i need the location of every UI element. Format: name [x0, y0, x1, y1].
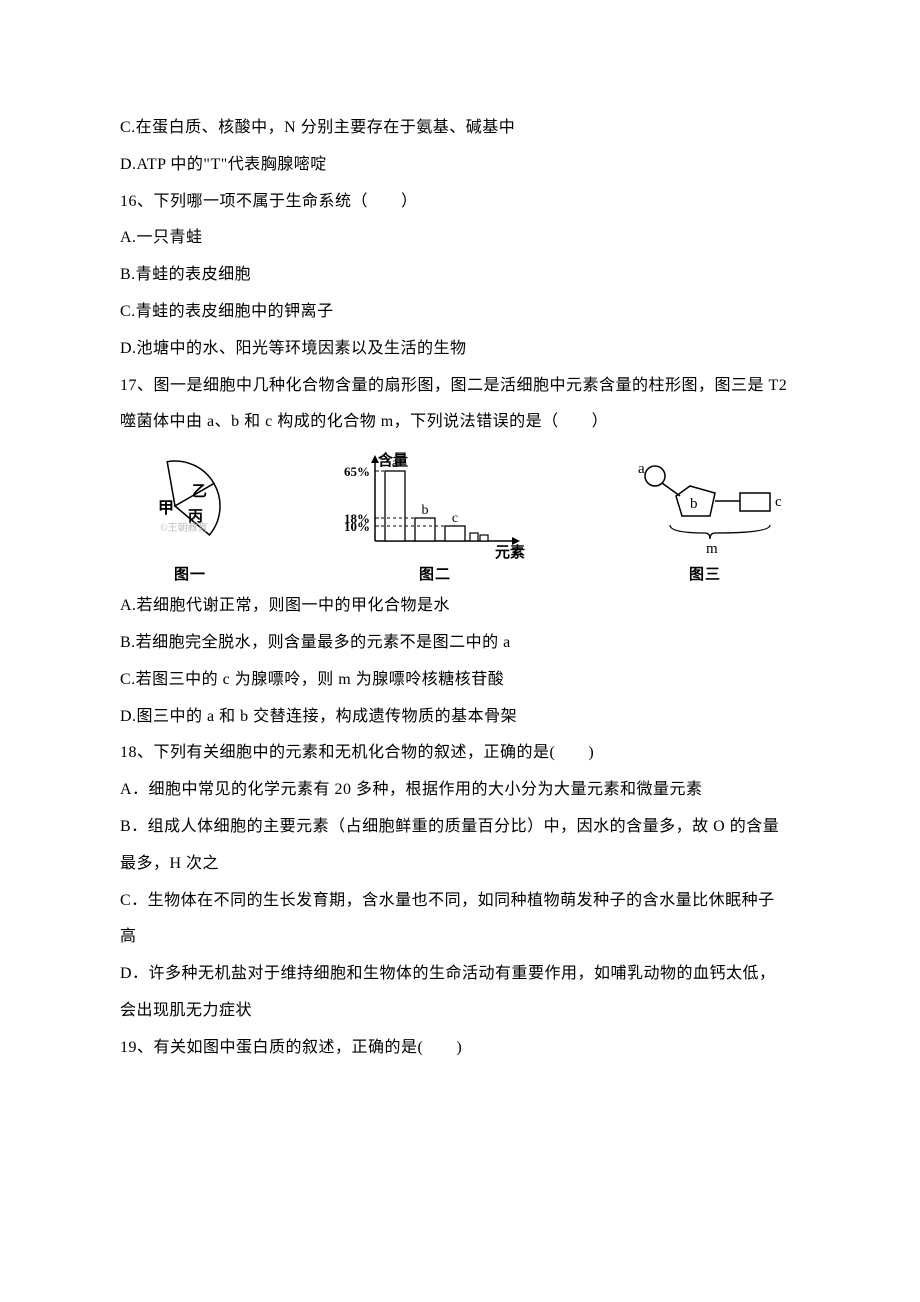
- svg-text:甲: 甲: [158, 499, 174, 517]
- q16-option-c: C.青蛙的表皮细胞中的钾离子: [120, 294, 800, 331]
- figure-3: a b c m 图三: [610, 451, 800, 584]
- svg-text:m: m: [706, 541, 718, 557]
- figure-3-caption: 图三: [689, 563, 721, 584]
- svg-text:c: c: [775, 494, 782, 510]
- q18-option-d-line1: D．许多种无机盐对于维持细胞和生物体的生命活动有重要作用，如哺乳动物的血钙太低，: [120, 956, 800, 993]
- q18-option-d-line2: 会出现肌无力症状: [120, 993, 800, 1030]
- svg-text:©王朝教育: ©王朝教育: [160, 521, 208, 534]
- q17-option-d: D.图三中的 a 和 b 交替连接，构成遗传物质的基本骨架: [120, 699, 800, 736]
- q17-option-b: B.若细胞完全脱水，则含量最多的元素不是图二中的 a: [120, 625, 800, 662]
- figures-row: 甲乙丙©王朝教育 图一 含量元素65%18%10%abc 图二 abcm 图三: [120, 451, 800, 584]
- q18-option-b-line1: B．组成人体细胞的主要元素（占细胞鲜重的质量百分比）中，因水的含量多，故 O 的…: [120, 809, 800, 846]
- q18-stem: 18、下列有关细胞中的元素和无机化合物的叙述，正确的是( ): [120, 735, 800, 772]
- svg-text:元素: 元素: [495, 543, 525, 561]
- svg-text:a: a: [392, 456, 399, 471]
- figure-1-caption: 图一: [174, 563, 206, 584]
- document-page: C.在蛋白质、核酸中，N 分别主要存在于氨基、碱基中 D.ATP 中的"T"代表…: [0, 0, 920, 1267]
- option-d: D.ATP 中的"T"代表胸腺嘧啶: [120, 147, 800, 184]
- svg-text:a: a: [638, 461, 645, 477]
- svg-text:65%: 65%: [344, 464, 370, 479]
- bar-chart-icon: 含量元素65%18%10%abc: [330, 451, 540, 561]
- figure-2-caption: 图二: [419, 563, 451, 584]
- figure-1: 甲乙丙©王朝教育 图一: [120, 451, 260, 584]
- q16-stem: 16、下列哪一项不属于生命系统（ ）: [120, 184, 800, 221]
- q18-option-b-line2: 最多，H 次之: [120, 846, 800, 883]
- q16-option-a: A.一只青蛙: [120, 220, 800, 257]
- svg-text:c: c: [452, 511, 458, 526]
- q16-option-d: D.池塘中的水、阳光等环境因素以及生活的生物: [120, 331, 800, 368]
- option-c: C.在蛋白质、核酸中，N 分别主要存在于氨基、碱基中: [120, 110, 800, 147]
- q18-option-c-line1: C．生物体在不同的生长发育期，含水量也不同，如同种植物萌发种子的含水量比休眠种子: [120, 883, 800, 920]
- q17-stem-line1: 17、图一是细胞中几种化合物含量的扇形图，图二是活细胞中元素含量的柱形图，图三是…: [120, 368, 800, 405]
- q17-option-a: A.若细胞代谢正常，则图一中的甲化合物是水: [120, 588, 800, 625]
- svg-text:b: b: [690, 496, 698, 512]
- q18-option-a: A．细胞中常见的化学元素有 20 多种，根据作用的大小分为大量元素和微量元素: [120, 772, 800, 809]
- svg-text:乙: 乙: [192, 484, 207, 500]
- q19-stem: 19、有关如图中蛋白质的叙述，正确的是( ): [120, 1030, 800, 1067]
- q18-option-c-line2: 高: [120, 919, 800, 956]
- q16-option-b: B.青蛙的表皮细胞: [120, 257, 800, 294]
- pie-chart-icon: 甲乙丙©王朝教育: [120, 451, 260, 561]
- svg-text:b: b: [422, 503, 429, 518]
- q17-stem-line2: 噬菌体中由 a、b 和 c 构成的化合物 m，下列说法错误的是（ ）: [120, 404, 800, 441]
- q17-option-c: C.若图三中的 c 为腺嘌呤，则 m 为腺嘌呤核糖核苷酸: [120, 662, 800, 699]
- molecule-diagram-icon: a b c m: [610, 451, 800, 561]
- svg-text:10%: 10%: [344, 519, 370, 534]
- figure-2: 含量元素65%18%10%abc 图二: [330, 451, 540, 584]
